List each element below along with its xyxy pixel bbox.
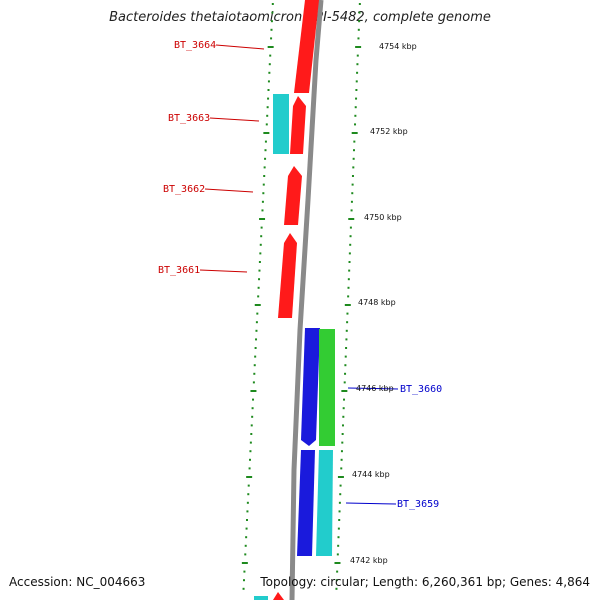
gene-bt3661-arrow bbox=[278, 233, 297, 318]
gene-label-bt3664: BT_3664 bbox=[174, 40, 216, 51]
accession-text: Accession: NC_004663 bbox=[9, 575, 146, 589]
bt3662-leader bbox=[204, 188, 254, 193]
bt3663-leader bbox=[209, 117, 260, 122]
position-label-4742: 4742 kbp bbox=[350, 556, 388, 565]
position-label-4754: 4754 kbp bbox=[379, 42, 417, 51]
gene-bt3660-block bbox=[319, 329, 335, 446]
gene-bt3659-block bbox=[316, 450, 333, 556]
left-tick-marks bbox=[241, 3, 274, 590]
gene-bottom-red bbox=[273, 592, 284, 600]
position-label-4746: 4746 kbp bbox=[356, 384, 394, 393]
bt3664-leader bbox=[215, 44, 265, 50]
bt3660-leader bbox=[347, 387, 399, 390]
position-label-4750: 4750 kbp bbox=[364, 213, 402, 222]
gene-bt3662-arrow bbox=[284, 166, 302, 225]
gene-blue-block-2 bbox=[297, 450, 315, 556]
gene-label-bt3662: BT_3662 bbox=[163, 184, 205, 195]
gene-label-bt3660: BT_3660 bbox=[400, 384, 442, 395]
position-label-4744: 4744 kbp bbox=[352, 470, 390, 479]
gene-bt3664-arrow bbox=[294, 0, 319, 93]
gene-label-bt3659: BT_3659 bbox=[397, 499, 439, 510]
gene-bottom-cyan bbox=[254, 596, 268, 600]
gene-bt3663-arrow bbox=[290, 96, 306, 154]
right-tick-marks bbox=[334, 3, 362, 590]
gene-cyan-block bbox=[273, 94, 289, 154]
gene-label-bt3661: BT_3661 bbox=[158, 265, 200, 276]
genome-title: Bacteroides thetaiotaomicron VPI-5482, c… bbox=[109, 10, 491, 25]
bt3661-leader bbox=[199, 269, 248, 273]
bt3659-leader bbox=[345, 502, 397, 505]
genome-summary-text: Topology: circular; Length: 6,260,361 bp… bbox=[260, 575, 590, 589]
genome-backbone bbox=[289, 0, 324, 600]
position-label-4748: 4748 kbp bbox=[358, 298, 396, 307]
gene-blue-arrow-1 bbox=[301, 328, 320, 446]
gene-label-bt3663: BT_3663 bbox=[168, 113, 210, 124]
position-label-4752: 4752 kbp bbox=[370, 127, 408, 136]
